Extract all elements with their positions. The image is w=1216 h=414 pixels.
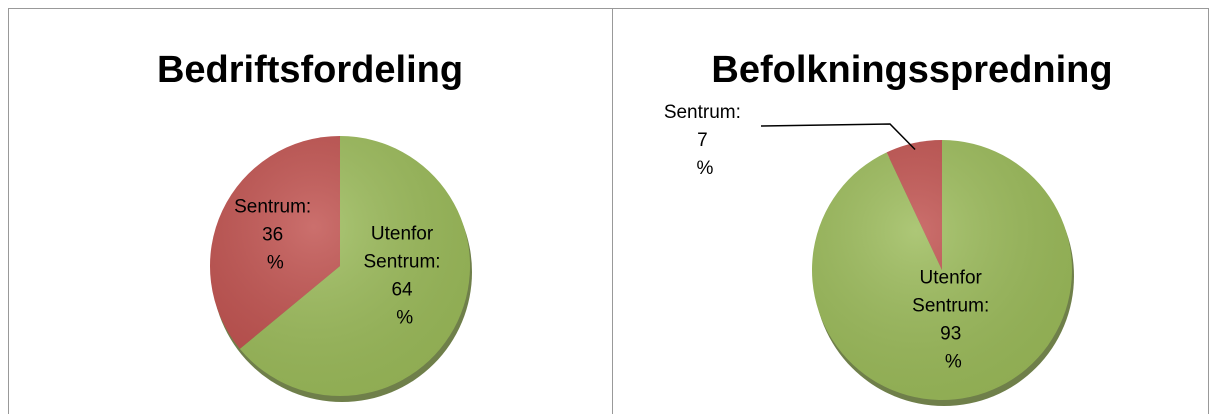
label-part: 36 %	[262, 225, 288, 274]
label-part: 93 %	[940, 324, 966, 373]
label-part: 7 %	[697, 130, 714, 179]
label-part: Sentrum:	[234, 197, 316, 218]
pie-gloss	[210, 136, 470, 396]
chart-title: Befolkningsspredning	[711, 49, 1112, 91]
data-label: Sentrum: 7 %	[664, 102, 746, 179]
data-label: Utenfor Sentrum: 64 %	[364, 223, 446, 328]
data-label: Utenfor Sentrum: 93 %	[912, 268, 994, 373]
chart-title: Bedriftsfordeling	[157, 49, 463, 91]
label-part: Sentrum:	[664, 102, 746, 123]
label-part: Utenfor Sentrum:	[912, 268, 994, 317]
leader-line	[760, 123, 916, 151]
label-part: 64 %	[391, 279, 417, 328]
data-label: Sentrum: 36 %	[234, 197, 316, 274]
label-part: Utenfor Sentrum:	[364, 223, 446, 272]
frame	[8, 8, 1209, 414]
pie-gloss	[812, 140, 1072, 400]
